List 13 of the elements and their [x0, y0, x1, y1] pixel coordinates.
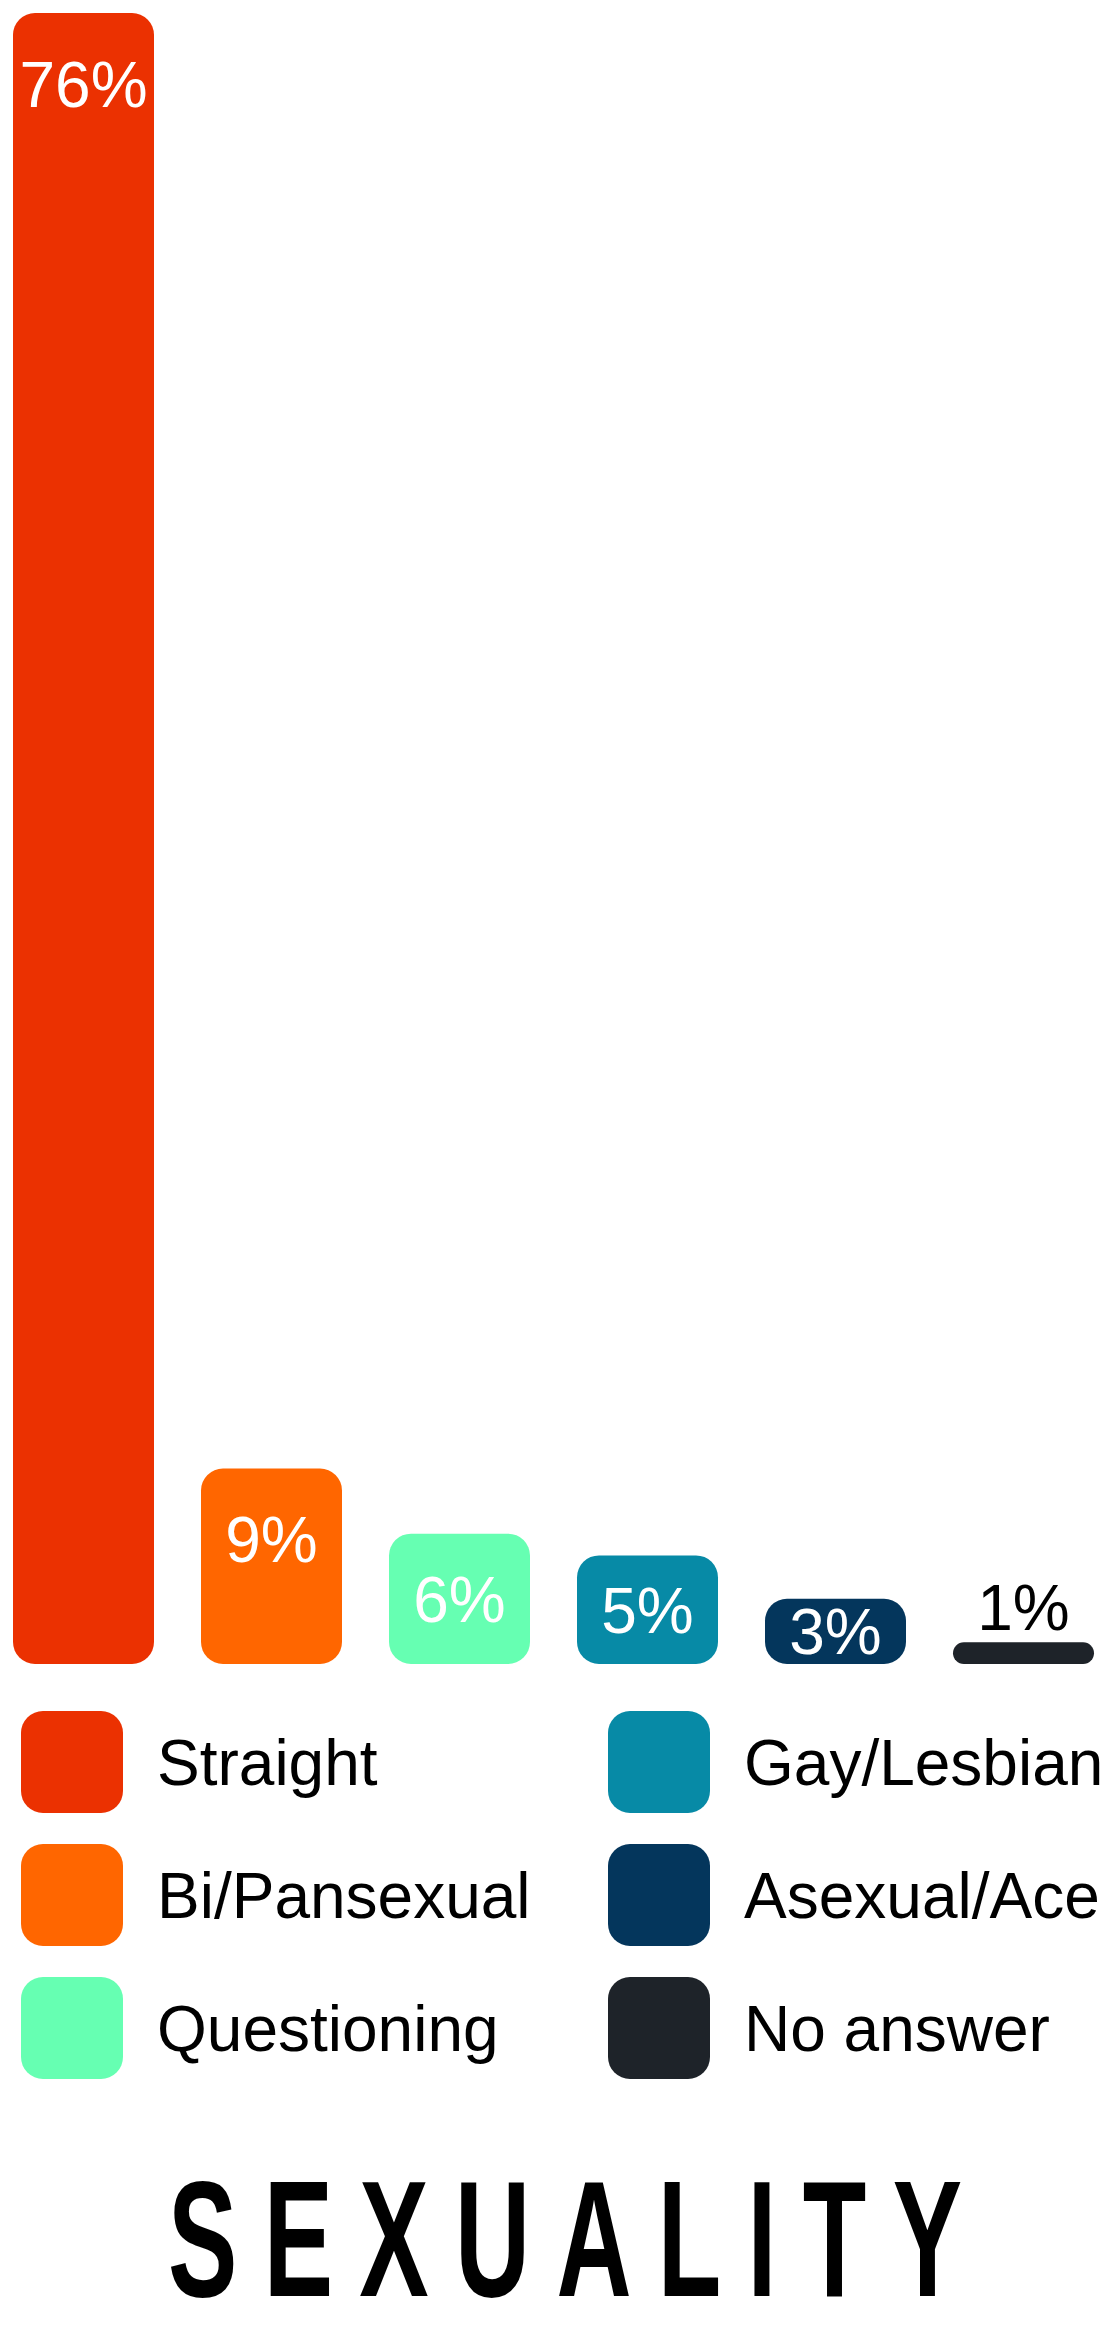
- legend-label: Gay/Lesbian: [744, 1727, 1104, 1799]
- data-label: 6%: [413, 1563, 506, 1636]
- data-label: 3%: [789, 1596, 882, 1669]
- legend-label: Bi/Pansexual: [157, 1860, 531, 1932]
- legend-label: No answer: [744, 1993, 1050, 2065]
- legend-label: Asexual/Ace: [744, 1860, 1100, 1932]
- legend-label: Questioning: [157, 1993, 499, 2065]
- legend-label: Straight: [157, 1727, 378, 1799]
- data-label: 5%: [601, 1574, 694, 1647]
- data-label: 9%: [225, 1504, 318, 1577]
- data-label: 1%: [977, 1572, 1070, 1645]
- text: SEXUALITY: [168, 2146, 962, 2331]
- data-label: 76%: [19, 48, 148, 121]
